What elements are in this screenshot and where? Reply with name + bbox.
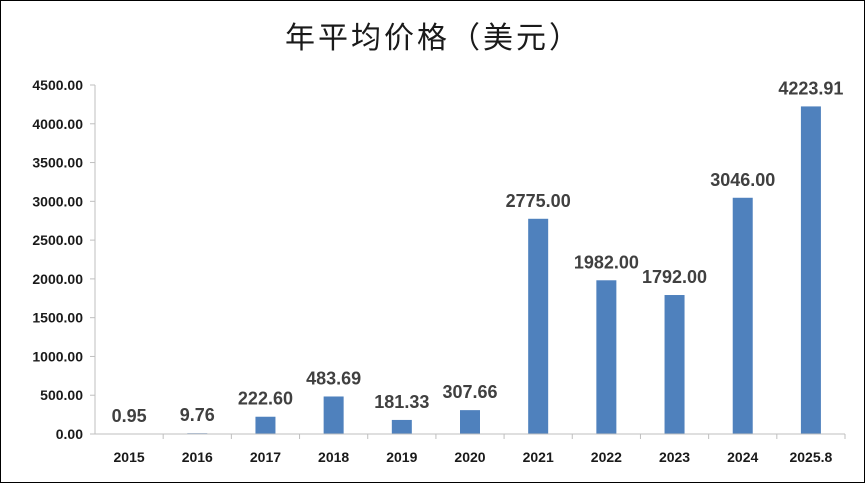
data-label-2016: 9.76 (180, 405, 215, 425)
y-axis-ticks: 0.00 500.00 1000.00 1500.00 2000.00 2500.00 30… (32, 77, 95, 442)
y-tick-label: 0.00 (56, 426, 83, 442)
bar-2024 (732, 197, 753, 434)
chart-title: 年平均价格（美元） (285, 21, 582, 56)
bar-2025.8 (800, 106, 821, 434)
bar-2022 (596, 280, 617, 434)
data-label-2024: 3046.00 (710, 170, 775, 190)
x-tick-label-2015: 2015 (114, 449, 145, 465)
x-tick-label-2023: 2023 (659, 449, 690, 465)
data-label-2021: 2775.00 (506, 191, 571, 211)
y-tick-label: 1500.00 (32, 310, 83, 326)
y-tick-label: 3500.00 (32, 155, 83, 171)
bar-2020 (460, 410, 480, 434)
y-tick-label: 4000.00 (32, 116, 83, 132)
y-tick-label: 1000.00 (32, 348, 83, 364)
x-tick-label-2019: 2019 (386, 449, 417, 465)
x-tick-label-2017: 2017 (250, 449, 281, 465)
x-tick-label-2024: 2024 (727, 449, 758, 465)
x-axis-ticks: 2015 2016 2017 2018 2019 2020 2021 2022 2023 2024… (114, 434, 846, 465)
y-tick-label: 4500.00 (32, 77, 83, 93)
x-tick-label-2016: 2016 (182, 449, 213, 465)
data-label-2020: 307.66 (442, 382, 497, 402)
data-labels: 0.95 9.76 222.60 483.69 181.33 307.66 2775.00 1… (112, 78, 844, 426)
y-tick-label: 2000.00 (32, 271, 83, 287)
data-label-2017: 222.60 (238, 389, 293, 409)
data-label-2022: 1982.00 (574, 252, 639, 272)
x-tick-label-2022: 2022 (591, 449, 622, 465)
data-label-2025.8: 4223.91 (778, 78, 843, 98)
bar-2017 (255, 416, 276, 434)
x-tick-label-2025.8: 2025.8 (789, 449, 832, 465)
y-tick-label: 2500.00 (32, 232, 83, 248)
bar-2023 (664, 295, 685, 434)
x-tick-label-2020: 2020 (454, 449, 485, 465)
data-label-2015: 0.95 (112, 406, 147, 426)
data-label-2018: 483.69 (306, 368, 361, 388)
data-label-2023: 1792.00 (642, 267, 707, 287)
bar-2019 (391, 419, 412, 434)
y-tick-label: 3000.00 (32, 193, 83, 209)
bar-series (119, 106, 821, 434)
data-label-2019: 181.33 (374, 392, 429, 412)
bar-2018 (323, 396, 344, 434)
x-tick-label-2018: 2018 (318, 449, 349, 465)
y-tick-label: 500.00 (40, 387, 83, 403)
x-tick-label-2021: 2021 (523, 449, 554, 465)
bar-2021 (528, 218, 549, 434)
